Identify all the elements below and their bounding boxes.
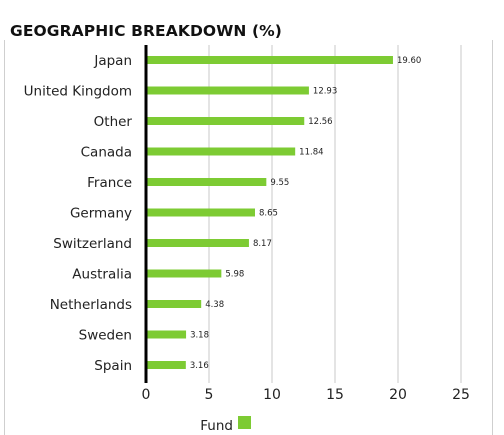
bar-7: [146, 269, 222, 278]
x-tick-label: 15: [326, 387, 344, 403]
bar-5: [146, 208, 255, 217]
data-label: 12.56: [308, 117, 332, 127]
x-tick-label: 20: [389, 387, 407, 403]
category-label: France: [87, 175, 132, 191]
frame-left-border: [4, 40, 5, 435]
category-label: Australia: [72, 267, 132, 283]
category-label: Spain: [94, 358, 132, 374]
frame-right-border: [492, 40, 493, 435]
legend-label: Fund: [200, 418, 233, 434]
data-label: 5.98: [225, 270, 244, 280]
bar-10: [146, 361, 186, 369]
category-label: Netherlands: [50, 297, 132, 313]
bar-4: [146, 178, 267, 186]
x-tick-label: 5: [205, 387, 214, 403]
category-label: United Kingdom: [24, 84, 132, 100]
data-label: 8.65: [259, 209, 278, 219]
category-label: Japan: [93, 53, 132, 69]
chart-title: GEOGRAPHIC BREAKDOWN (%): [10, 22, 282, 40]
data-label: 8.17: [253, 239, 272, 249]
bar-9: [146, 330, 187, 339]
category-label: Germany: [70, 206, 132, 222]
bar-6: [146, 239, 249, 247]
data-label: 19.60: [397, 56, 421, 66]
x-tick-label: 25: [452, 387, 470, 403]
bar-1: [146, 86, 309, 95]
data-label: 3.16: [190, 361, 209, 371]
bar-8: [146, 300, 202, 308]
category-label: Other: [94, 114, 133, 130]
x-tick-label: 0: [142, 387, 151, 403]
legend-swatch: [238, 416, 251, 429]
category-label: Canada: [81, 145, 132, 161]
bar-2: [146, 117, 305, 125]
data-label: 9.55: [270, 178, 289, 188]
data-label: 3.18: [190, 331, 209, 341]
x-tick-label: 10: [263, 387, 281, 403]
category-label: Switzerland: [53, 236, 132, 252]
data-label: 4.38: [205, 300, 224, 310]
bar-0: [146, 56, 393, 64]
data-label: 11.84: [299, 148, 323, 158]
bar-3: [146, 147, 296, 156]
data-label: 12.93: [313, 87, 337, 97]
category-label: Sweden: [79, 328, 132, 344]
